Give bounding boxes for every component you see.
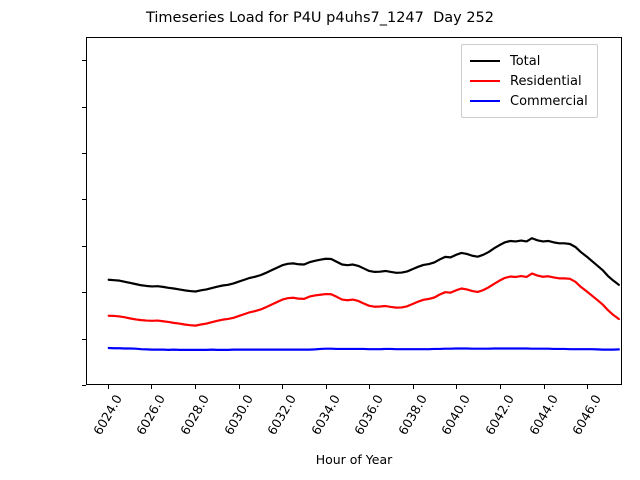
y-tick-mark bbox=[82, 199, 86, 201]
x-tick-mark bbox=[499, 385, 501, 389]
x-tick-mark bbox=[456, 385, 458, 389]
x-tick-mark bbox=[238, 385, 240, 389]
x-tick-label: 6042.0 bbox=[482, 392, 517, 438]
legend-item-total[interactable]: Total bbox=[470, 51, 588, 71]
x-tick-label: 6032.0 bbox=[264, 392, 300, 438]
x-tick-mark bbox=[412, 385, 414, 389]
x-tick-label: 6026.0 bbox=[133, 392, 169, 438]
x-tick-mark bbox=[282, 385, 284, 389]
x-tick-label: 6038.0 bbox=[394, 392, 430, 438]
legend: Total Residential Commercial bbox=[461, 44, 598, 118]
x-axis-label: Hour of Year bbox=[315, 452, 393, 467]
x-tick-label: 6024.0 bbox=[89, 392, 125, 438]
legend-item-residential[interactable]: Residential bbox=[470, 71, 588, 91]
legend-swatch-total bbox=[470, 60, 500, 62]
legend-label: Commercial bbox=[510, 93, 588, 109]
y-tick-mark bbox=[82, 245, 86, 247]
y-tick-mark bbox=[82, 60, 86, 62]
series-line-total bbox=[109, 238, 619, 291]
series-line-commercial bbox=[109, 348, 619, 350]
legend-swatch-residential bbox=[470, 80, 500, 82]
legend-label: Residential bbox=[510, 73, 582, 89]
y-tick-mark bbox=[82, 338, 86, 340]
x-tick-mark bbox=[587, 385, 589, 389]
x-tick-mark bbox=[151, 385, 153, 389]
legend-swatch-commercial bbox=[470, 100, 500, 102]
plot-svg bbox=[87, 38, 621, 384]
x-tick-label: 6044.0 bbox=[525, 392, 561, 438]
x-tick-mark bbox=[194, 385, 196, 389]
chart-title: Timeseries Load for P4U p4uhs7_1247 Day … bbox=[145, 10, 495, 26]
x-tick-label: 6046.0 bbox=[569, 392, 605, 438]
series-line-residential bbox=[109, 274, 619, 326]
y-tick-mark bbox=[82, 153, 86, 154]
x-tick-mark bbox=[107, 385, 109, 389]
x-tick-label: 6036.0 bbox=[351, 392, 387, 438]
legend-item-commercial[interactable]: Commercial bbox=[470, 91, 588, 111]
x-tick-label: 6040.0 bbox=[438, 392, 474, 438]
x-tick-mark bbox=[325, 385, 327, 389]
y-tick-mark bbox=[82, 385, 86, 386]
x-tick-mark bbox=[543, 385, 545, 389]
y-tick-mark bbox=[82, 292, 86, 294]
legend-label: Total bbox=[510, 53, 541, 69]
x-tick-label: 6034.0 bbox=[307, 392, 343, 438]
x-tick-mark bbox=[369, 385, 371, 389]
x-tick-label: 6028.0 bbox=[177, 392, 212, 438]
x-tick-label: 6030.0 bbox=[220, 392, 256, 438]
y-tick-mark bbox=[82, 106, 86, 108]
